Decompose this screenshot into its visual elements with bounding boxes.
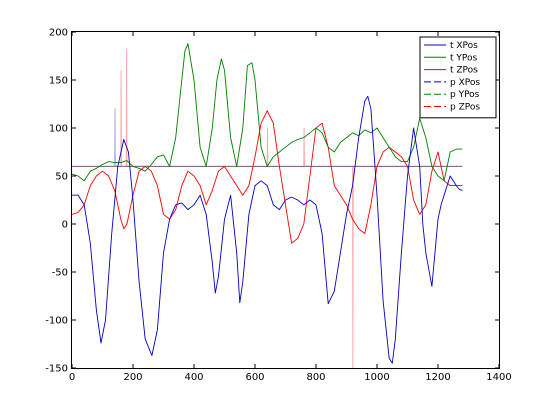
y-tick-label: -100 bbox=[45, 316, 68, 327]
y-tick-label: -150 bbox=[45, 364, 68, 375]
legend-label: p XPos bbox=[450, 78, 480, 88]
axis-ticks: 0 200 400 600 800 1000 1200 1400 -150 -100 -50 0 50 1… bbox=[45, 28, 511, 384]
y-tick-label: 200 bbox=[49, 28, 68, 39]
x-tick-label: 1400 bbox=[486, 372, 511, 383]
y-tick-label: 100 bbox=[49, 124, 68, 135]
series-line-t-xpos bbox=[72, 95, 463, 364]
y-tick-label: 50 bbox=[55, 172, 68, 183]
legend-label: t XPos bbox=[450, 41, 478, 51]
x-tick-label: 800 bbox=[306, 372, 325, 383]
x-tick-label: 400 bbox=[184, 372, 203, 383]
y-tick-label: -50 bbox=[52, 268, 68, 279]
x-tick-label: 200 bbox=[123, 372, 142, 383]
y-tick-label: 150 bbox=[49, 76, 68, 87]
legend-label: p YPos bbox=[450, 90, 480, 100]
series-line-t-zpos bbox=[71, 110, 463, 244]
legend: t XPos t YPos t ZPos p XPos p YPos p ZPos bbox=[419, 36, 497, 119]
series-layer bbox=[71, 43, 463, 369]
series-line-p-xpos bbox=[72, 108, 463, 167]
legend-label: p ZPos bbox=[450, 103, 480, 113]
x-tick-label: 0 bbox=[69, 372, 75, 383]
legend-label: t YPos bbox=[450, 53, 478, 63]
series-line-p-zpos bbox=[72, 48, 463, 369]
x-tick-label: 600 bbox=[245, 372, 264, 383]
x-tick-label: 1000 bbox=[364, 372, 389, 383]
x-tick-label: 1200 bbox=[425, 372, 450, 383]
legend-box bbox=[419, 36, 497, 119]
plot-frame bbox=[71, 31, 500, 369]
legend-label: t ZPos bbox=[450, 66, 478, 76]
y-tick-label: 0 bbox=[62, 220, 68, 231]
series-line-t-ypos bbox=[71, 43, 463, 182]
